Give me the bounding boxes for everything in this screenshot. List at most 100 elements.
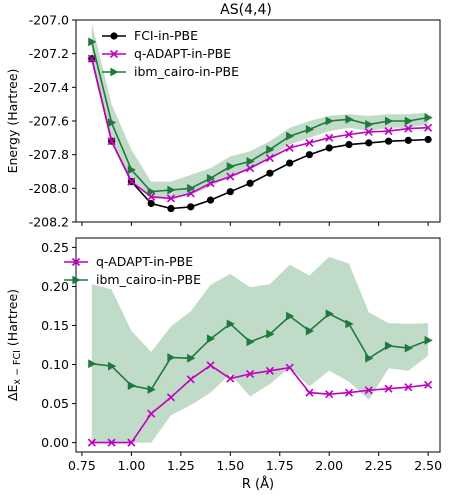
data-point	[226, 172, 235, 181]
data-point	[365, 139, 373, 147]
legend-marker	[110, 67, 119, 77]
data-point	[365, 353, 374, 363]
data-point	[325, 309, 334, 319]
data-point	[226, 188, 234, 196]
data-point	[246, 369, 255, 378]
y-tick-label: 0.00	[41, 435, 69, 450]
legend-entry: FCI-in-PBE	[134, 28, 198, 43]
y-tick-label: 0.20	[41, 279, 69, 294]
data-point	[187, 183, 196, 193]
data-point	[127, 177, 136, 186]
data-point	[206, 173, 216, 183]
data-point	[424, 335, 433, 345]
data-point	[265, 153, 274, 163]
data-point	[404, 383, 413, 392]
data-point	[206, 196, 215, 204]
data-point	[384, 384, 393, 393]
energy-panel: -207.0 -207.2 -207.4 -207.6 -207.8 -208.0 -208…	[5, 13, 441, 230]
data-point	[305, 151, 314, 159]
data-point	[246, 337, 255, 347]
data-point	[325, 116, 334, 126]
data-point	[364, 127, 373, 137]
data-point	[147, 187, 156, 197]
data-point	[404, 136, 412, 144]
data-point	[404, 343, 413, 353]
data-point	[266, 145, 275, 155]
legend-entry: ibm_cairo-in-PBE	[134, 64, 239, 79]
data-point	[167, 185, 176, 195]
data-point	[364, 386, 373, 395]
data-point	[286, 131, 295, 141]
legend-marker	[109, 49, 119, 59]
x-tick-label: 1.50	[216, 458, 244, 473]
data-point	[384, 116, 394, 126]
x-tick-label: 1.75	[266, 458, 294, 473]
data-point	[305, 388, 314, 397]
data-point	[384, 127, 393, 136]
data-point	[404, 124, 413, 133]
data-point	[107, 438, 116, 447]
y-tick-label: -207.8	[29, 147, 69, 162]
series-line-1	[91, 364, 429, 444]
data-point	[108, 118, 117, 128]
data-point	[384, 341, 394, 351]
x-axis-label: R (Å)	[242, 476, 274, 492]
data-point	[365, 119, 374, 129]
data-point	[107, 137, 116, 146]
data-point	[87, 438, 96, 447]
data-point	[305, 326, 315, 336]
y-tick-label: -208.0	[29, 181, 69, 196]
data-point	[166, 194, 176, 203]
y-axis-label: Energy (Hartree)	[5, 69, 20, 174]
y-tick-label: -207.6	[29, 114, 69, 129]
data-point	[285, 143, 294, 152]
x-tick-label: 1.25	[167, 458, 195, 473]
data-point	[88, 359, 97, 369]
y-tick-label: -207.0	[29, 13, 69, 28]
data-point	[246, 179, 254, 187]
plot-frame	[75, 237, 441, 453]
data-point	[147, 385, 156, 394]
data-point	[127, 381, 136, 391]
data-point	[87, 54, 96, 63]
data-point	[345, 140, 353, 149]
y-tick-label: 0.05	[41, 396, 69, 411]
data-point	[424, 123, 433, 132]
data-point	[147, 409, 156, 418]
error-panel: 0.00 0.05 0.10 0.15 0.20 0.25 0.75 1.00 1.25 1.50…	[5, 237, 442, 492]
legend-entry: ibm_cairo-in-PBE	[96, 272, 201, 287]
legend-entry: q-ADAPT-in-PBE	[134, 46, 231, 61]
data-point	[325, 390, 334, 399]
data-point	[206, 334, 216, 344]
x-tick-label: 2.25	[365, 458, 393, 473]
y-tick-label: 0.15	[41, 318, 69, 333]
y-axis-label: ΔEx − FCI (Hartree)	[5, 289, 23, 401]
data-point	[167, 353, 176, 362]
data-point	[186, 375, 195, 384]
x-tick-label: 2.50	[414, 458, 442, 473]
data-point	[344, 388, 354, 397]
data-point	[344, 130, 354, 139]
data-point	[187, 203, 195, 211]
data-point	[167, 204, 175, 213]
data-point	[226, 162, 235, 171]
data-point	[206, 361, 215, 370]
data-point	[325, 144, 333, 152]
data-point	[88, 37, 97, 47]
data-point	[246, 157, 255, 166]
uncertainty-band-2	[91, 256, 429, 443]
y-tick-label: 0.10	[41, 357, 69, 372]
legend-entry: q-ADAPT-in-PBE	[96, 254, 193, 269]
data-point	[286, 311, 295, 321]
y-tick-label: -208.2	[29, 215, 69, 230]
data-point	[325, 133, 334, 142]
data-point	[286, 159, 294, 167]
data-point	[265, 366, 274, 375]
data-point	[226, 319, 235, 329]
data-point	[345, 319, 354, 329]
y-tick-label: -207.4	[29, 80, 69, 95]
data-point	[108, 361, 117, 371]
data-point	[127, 165, 136, 175]
data-point	[246, 164, 255, 173]
